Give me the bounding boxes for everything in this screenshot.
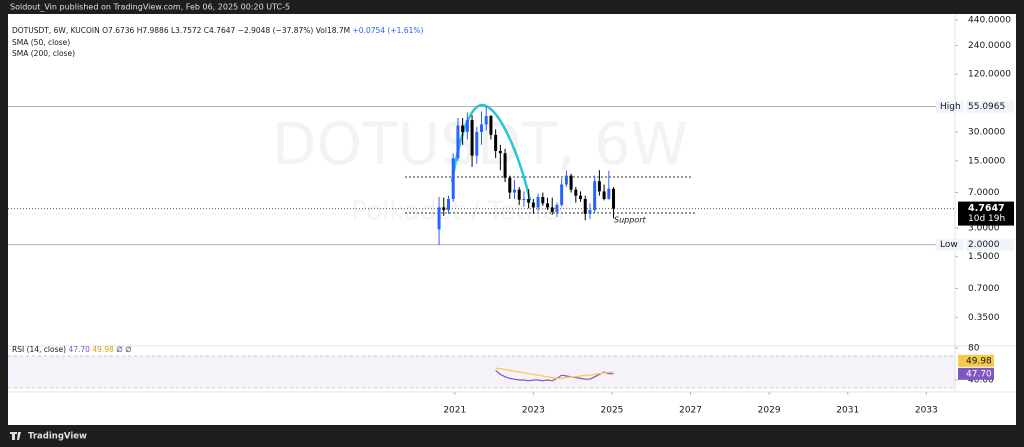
candle-body bbox=[541, 196, 545, 204]
candle-body bbox=[536, 196, 540, 208]
candle-body bbox=[451, 158, 455, 199]
price-countdown: 10d 19h bbox=[968, 214, 1005, 224]
extreme-value: 2.0000 bbox=[968, 240, 1000, 250]
candle-body bbox=[527, 198, 531, 203]
candle-body bbox=[597, 181, 601, 192]
candle-body bbox=[579, 195, 583, 199]
x-tick-label: 2025 bbox=[601, 406, 624, 416]
candle-body bbox=[593, 181, 597, 211]
x-tick-label: 2033 bbox=[915, 406, 938, 416]
candle-body bbox=[498, 150, 502, 154]
legend-symbol: DOTUSDT, 6W, KUCOIN O7.6736 H7.9886 L3.7… bbox=[12, 26, 423, 35]
y-tick-label: 7.0000 bbox=[968, 188, 1000, 198]
candle-body bbox=[517, 189, 521, 200]
support-label: Support bbox=[614, 216, 646, 225]
candle-body bbox=[583, 198, 587, 214]
y-tick-label: 0.7000 bbox=[968, 284, 1000, 294]
brand: TradingView bbox=[28, 432, 87, 442]
candle-body bbox=[569, 175, 573, 190]
candle-body bbox=[494, 134, 498, 151]
extreme-label-box bbox=[936, 238, 964, 251]
candle-body bbox=[456, 125, 460, 159]
candle-body bbox=[612, 188, 616, 209]
legend: DOTUSDT, 6W, KUCOIN O7.6736 H7.9886 L3.7… bbox=[12, 26, 423, 354]
candle-body bbox=[508, 177, 512, 193]
candle-body bbox=[470, 119, 474, 156]
extreme-value: 55.0965 bbox=[968, 102, 1005, 112]
candle-body bbox=[550, 207, 554, 212]
watermark-subtitle: Polkadot / Tether bbox=[351, 197, 568, 227]
x-tick-label: 2031 bbox=[836, 406, 859, 416]
y-tick-label: 120.0000 bbox=[968, 70, 1011, 80]
candle-body bbox=[607, 188, 611, 199]
rsi-legend: RSI (14, close) 47.70 49.98 ∅ ∅ bbox=[12, 345, 132, 354]
candle-body bbox=[574, 189, 578, 196]
x-tick-label: 2029 bbox=[758, 406, 781, 416]
candle-body bbox=[446, 198, 450, 211]
candle-body bbox=[461, 125, 465, 132]
candle-body bbox=[531, 202, 535, 208]
candle-body bbox=[484, 116, 488, 125]
publisher: Soldout_Vin published on TradingView.com… bbox=[10, 3, 290, 12]
rsi-tick-label: 40.00 bbox=[968, 376, 994, 386]
extreme-value-box bbox=[966, 100, 1014, 113]
rsi-line bbox=[495, 369, 614, 382]
y-tick-label: 440.0000 bbox=[968, 16, 1011, 26]
y-tick-label: 30.0000 bbox=[968, 127, 1005, 137]
candle-body bbox=[546, 203, 550, 208]
rsi-tick-label: 80 bbox=[968, 344, 980, 354]
candle-body bbox=[489, 116, 493, 135]
candle-body bbox=[503, 153, 507, 178]
y-tick-label: 15.0000 bbox=[968, 156, 1005, 166]
legend-indicator: SMA (50, close) bbox=[12, 38, 70, 47]
y-tick-label: 0.3500 bbox=[968, 313, 1000, 323]
candle-body bbox=[588, 210, 592, 214]
candle-body bbox=[465, 119, 469, 132]
candle-body bbox=[602, 191, 606, 199]
extreme-label: Low bbox=[940, 240, 958, 250]
chart-panel bbox=[8, 14, 1016, 425]
candle-body bbox=[564, 175, 568, 185]
candle-body bbox=[437, 207, 441, 230]
price-box bbox=[958, 201, 1014, 226]
y-tick-label: 1.5000 bbox=[968, 252, 1000, 262]
rsi-value-box bbox=[958, 367, 994, 380]
legend-indicator: SMA (200, close) bbox=[12, 49, 75, 58]
candle-body bbox=[442, 207, 446, 211]
price-label: 4.7647 bbox=[968, 203, 1005, 214]
candle-body bbox=[480, 124, 483, 132]
extreme-label: High bbox=[940, 102, 961, 112]
candle-body bbox=[513, 189, 517, 193]
rsi-band bbox=[8, 356, 955, 388]
candle-body bbox=[555, 204, 559, 212]
rsi-ma-label: 49.98 bbox=[966, 356, 992, 366]
x-tick-label: 2021 bbox=[443, 406, 466, 416]
y-tick-label: 3.0000 bbox=[968, 223, 1000, 233]
rsi-line bbox=[495, 367, 614, 379]
rsi-ma-box bbox=[958, 354, 994, 367]
candle-body bbox=[522, 198, 526, 200]
extreme-value-box bbox=[966, 238, 1014, 251]
candle-body bbox=[475, 131, 479, 156]
x-tick-label: 2023 bbox=[522, 406, 545, 416]
brand-logo bbox=[10, 432, 21, 440]
x-tick-label: 2027 bbox=[679, 406, 702, 416]
y-tick-label: 240.0000 bbox=[968, 41, 1011, 51]
rsi-value-label: 47.70 bbox=[966, 369, 992, 379]
candle-body bbox=[560, 184, 564, 205]
watermark: DOTUSDT, 6W bbox=[272, 110, 688, 178]
extreme-label-box bbox=[936, 100, 964, 113]
